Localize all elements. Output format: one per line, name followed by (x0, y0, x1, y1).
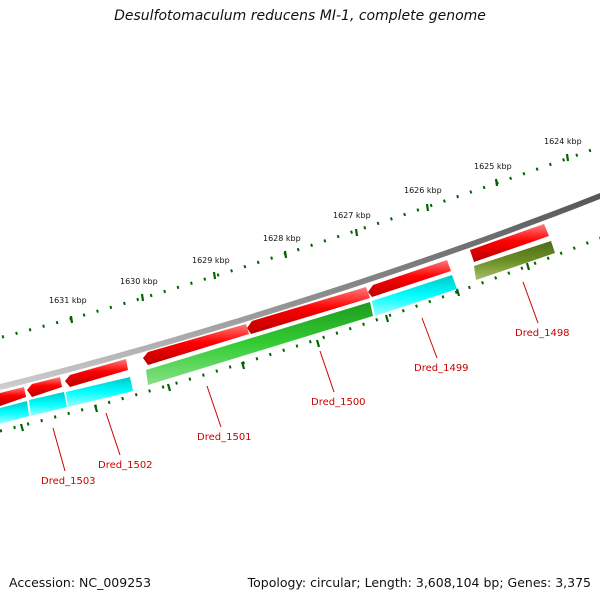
forward-gene-arrow[interactable] (470, 224, 549, 262)
outer-major-tick (140, 293, 145, 302)
scale-labels: 1624 kbp 1625 kbp 1626 kbp 1627 kbp 1628… (49, 137, 582, 305)
outer-major-tick (565, 153, 570, 162)
gene-label-dred-1503[interactable]: Dred_1503 (41, 476, 96, 487)
gene-label-dred-1501[interactable]: Dred_1501 (197, 432, 252, 443)
inner-major-tick (93, 404, 99, 413)
cds-block-cyan[interactable] (0, 401, 29, 424)
leader-dred-1501 (206, 385, 222, 428)
inner-major-tick (525, 262, 531, 271)
gene-labels: Dred_1498 Dred_1499 Dred_1500 Dred_1501 … (41, 328, 570, 487)
gene-label-dred-1500[interactable]: Dred_1500 (311, 397, 366, 408)
scale-label-1624: 1624 kbp (544, 137, 582, 146)
outer-major-tick (283, 250, 288, 259)
scale-label-1631: 1631 kbp (49, 296, 87, 305)
outer-major-tick (494, 178, 499, 187)
leader-dred-1503 (52, 427, 66, 472)
leader-dred-1499 (421, 317, 438, 359)
inner-major-tick (19, 423, 25, 432)
cds-block-cyan[interactable] (372, 275, 457, 316)
outer-tick-ring (1, 145, 600, 339)
outer-major-tick (212, 271, 217, 280)
inner-major-tick (240, 361, 246, 370)
genome-backbone (0, 193, 600, 390)
scale-label-1630: 1630 kbp (120, 277, 158, 286)
inner-major-tick (166, 383, 172, 392)
scale-label-1626: 1626 kbp (404, 186, 442, 195)
gene-label-dred-1502[interactable]: Dred_1502 (98, 460, 153, 471)
genome-summary-text: Topology: circular; Length: 3,608,104 bp… (247, 575, 591, 590)
scale-label-1628: 1628 kbp (263, 234, 301, 243)
forward-gene-arrow[interactable] (27, 377, 62, 397)
outer-major-tick (354, 228, 359, 237)
cds-block-green[interactable] (146, 302, 373, 385)
forward-gene-arrow[interactable] (368, 260, 451, 297)
cds-ring (0, 241, 555, 424)
outer-major-tick (425, 203, 430, 212)
cds-block-olive[interactable] (474, 241, 555, 280)
inner-major-tick (315, 339, 321, 348)
leader-dred-1500 (319, 350, 335, 393)
leader-dred-1498 (522, 281, 539, 324)
cds-block-cyan[interactable] (29, 392, 67, 416)
forward-gene-arrow[interactable] (0, 387, 26, 406)
cds-block-cyan[interactable] (66, 377, 133, 407)
inner-major-tick (384, 314, 390, 323)
map-title: Desulfotomaculum reducens MI-1, complete… (114, 8, 486, 24)
inner-tick-ring (0, 236, 600, 433)
gene-label-dred-1498[interactable]: Dred_1498 (515, 328, 570, 339)
outer-major-tick (69, 315, 74, 324)
scale-label-1627: 1627 kbp (333, 211, 371, 220)
forward-gene-arrow[interactable] (143, 324, 249, 365)
accession-text: Accession: NC_009253 (9, 575, 152, 590)
gene-label-leaders (52, 281, 539, 472)
scale-label-1625: 1625 kbp (474, 162, 512, 171)
scale-label-1629: 1629 kbp (192, 256, 230, 265)
inner-major-tick (455, 288, 461, 297)
gene-label-dred-1499[interactable]: Dred_1499 (414, 363, 469, 374)
leader-dred-1502 (105, 412, 121, 456)
forward-gene-arrow[interactable] (247, 287, 370, 334)
forward-gene-arrow[interactable] (65, 359, 128, 387)
forward-strand-genes (0, 224, 549, 406)
